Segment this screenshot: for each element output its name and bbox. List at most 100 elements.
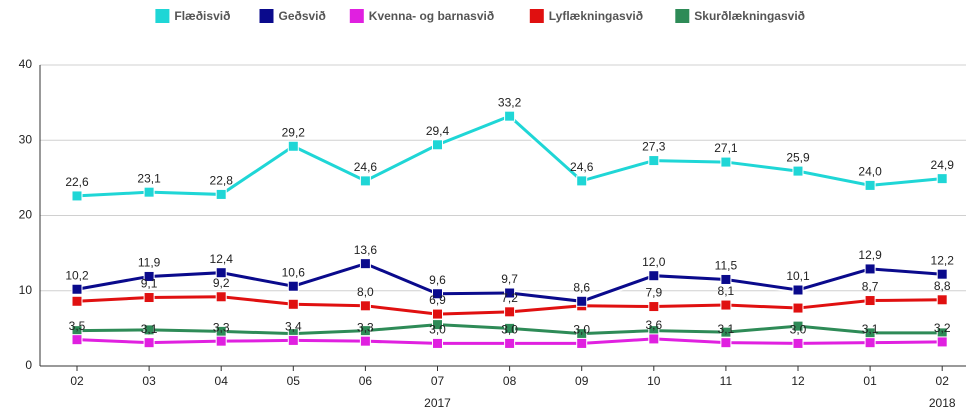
x-tick-label: 05 bbox=[287, 374, 301, 388]
data-label: 3,0 bbox=[501, 323, 518, 337]
x-group-label: 2018 bbox=[929, 396, 956, 410]
point bbox=[287, 140, 299, 152]
data-label: 24,9 bbox=[931, 158, 955, 172]
point bbox=[720, 337, 732, 349]
series-line bbox=[76, 114, 943, 198]
data-label: 22,8 bbox=[210, 174, 234, 188]
data-label: 33,2 bbox=[498, 95, 522, 109]
data-label: 29,4 bbox=[426, 124, 450, 138]
legend-label: Geðsvið bbox=[279, 9, 326, 23]
point bbox=[71, 190, 83, 202]
point bbox=[576, 295, 588, 307]
legend-swatch bbox=[675, 9, 690, 23]
x-tick-label: 10 bbox=[647, 374, 661, 388]
data-label: 25,9 bbox=[786, 150, 810, 164]
point bbox=[720, 273, 732, 285]
point bbox=[936, 173, 948, 185]
data-label: 22,6 bbox=[65, 175, 89, 189]
point bbox=[359, 175, 371, 187]
point bbox=[504, 110, 516, 122]
x-tick-label: 02 bbox=[936, 374, 950, 388]
data-label: 10,6 bbox=[282, 265, 306, 279]
y-tick-label: 40 bbox=[19, 57, 33, 71]
point bbox=[215, 335, 227, 347]
x-tick-label: 01 bbox=[863, 374, 877, 388]
point bbox=[792, 320, 804, 332]
y-tick-label: 20 bbox=[19, 208, 33, 222]
legend-label: Skurðlækningasvið bbox=[694, 9, 805, 23]
point bbox=[648, 333, 660, 345]
x-tick-label: 03 bbox=[142, 374, 156, 388]
point bbox=[71, 283, 83, 295]
point bbox=[864, 295, 876, 307]
point bbox=[71, 334, 83, 346]
data-label: 24,0 bbox=[858, 165, 882, 179]
point bbox=[215, 291, 227, 303]
y-tick-label: 0 bbox=[25, 358, 32, 372]
data-label: 24,6 bbox=[354, 160, 378, 174]
data-label: 9,1 bbox=[141, 277, 158, 291]
point bbox=[215, 188, 227, 200]
x-tick-label: 09 bbox=[575, 374, 589, 388]
y-tick-label: 10 bbox=[19, 283, 33, 297]
point bbox=[504, 337, 516, 349]
point bbox=[287, 280, 299, 292]
point bbox=[432, 319, 443, 331]
data-label: 8,1 bbox=[718, 284, 735, 298]
data-label: 29,2 bbox=[282, 125, 306, 139]
data-label: 24,6 bbox=[570, 160, 594, 174]
point bbox=[504, 306, 516, 318]
data-label: 3,3 bbox=[357, 320, 374, 334]
x-tick-label: 07 bbox=[431, 374, 445, 388]
data-label: 3,4 bbox=[285, 320, 302, 334]
x-tick-label: 02 bbox=[70, 374, 84, 388]
point bbox=[359, 325, 371, 337]
point bbox=[432, 308, 443, 320]
data-label: 12,9 bbox=[858, 248, 882, 262]
point bbox=[359, 335, 371, 347]
point bbox=[792, 165, 804, 177]
point bbox=[504, 322, 516, 334]
point bbox=[720, 326, 732, 338]
point bbox=[287, 334, 299, 346]
point bbox=[936, 268, 948, 280]
point bbox=[432, 288, 443, 300]
point bbox=[576, 337, 588, 349]
data-label: 3,1 bbox=[718, 322, 735, 336]
x-tick-label: 08 bbox=[503, 374, 517, 388]
y-tick-label: 30 bbox=[19, 132, 33, 146]
data-label: 9,7 bbox=[501, 272, 518, 286]
point bbox=[143, 292, 155, 304]
x-tick-label: 12 bbox=[791, 374, 805, 388]
point bbox=[576, 175, 588, 187]
x-tick-label: 06 bbox=[359, 374, 373, 388]
legend-label: Kvenna- og barnasvið bbox=[369, 9, 494, 23]
point bbox=[936, 336, 948, 348]
point bbox=[359, 300, 371, 312]
point bbox=[504, 287, 516, 299]
point bbox=[648, 301, 660, 313]
data-label: 12,0 bbox=[642, 255, 666, 269]
point bbox=[792, 302, 804, 314]
point bbox=[143, 186, 155, 198]
data-label: 9,6 bbox=[429, 273, 446, 287]
data-label: 8,7 bbox=[862, 280, 879, 294]
data-label: 3,3 bbox=[213, 320, 230, 334]
data-label: 8,6 bbox=[573, 280, 590, 294]
point bbox=[720, 299, 732, 311]
data-label: 3,0 bbox=[573, 323, 590, 337]
data-label: 3,5 bbox=[69, 319, 86, 333]
legend-swatch bbox=[259, 9, 274, 23]
data-label: 27,3 bbox=[642, 140, 666, 154]
point bbox=[648, 155, 660, 167]
point bbox=[143, 324, 155, 336]
point bbox=[143, 337, 155, 349]
data-label: 6,9 bbox=[429, 293, 446, 307]
point bbox=[864, 337, 876, 349]
point bbox=[864, 263, 876, 275]
x-tick-label: 11 bbox=[720, 374, 733, 388]
point bbox=[936, 294, 948, 306]
point bbox=[287, 298, 299, 310]
legend-swatch bbox=[529, 9, 544, 23]
point bbox=[359, 258, 371, 270]
